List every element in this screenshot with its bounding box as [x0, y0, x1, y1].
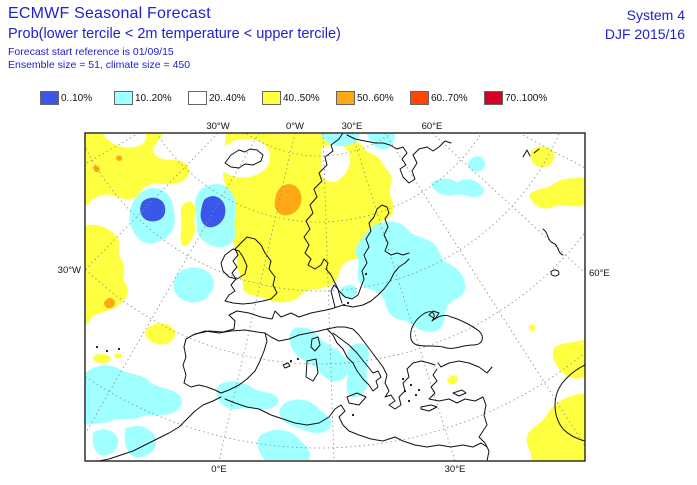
map-border: [84, 132, 586, 462]
legend-label: 70..100%: [505, 92, 548, 104]
coastlines: [98, 133, 585, 461]
legend-swatch: [40, 91, 59, 105]
prob-patch-w: [320, 144, 351, 183]
grid-label: 30°W: [58, 265, 81, 276]
legend-label: 50..60%: [357, 92, 394, 104]
grid-label: 30°E: [342, 121, 363, 132]
island-dot: [414, 393, 418, 397]
page-title: ECMWF Seasonal Forecast: [8, 5, 211, 22]
island-dot: [407, 399, 411, 403]
prob-patch-o: [274, 184, 302, 216]
legend-swatch: [410, 91, 429, 105]
island-dot: [401, 377, 405, 381]
island-dot: [409, 383, 413, 387]
island-dot: [296, 357, 300, 361]
prob-patch-c: [355, 221, 466, 332]
prob-patch-c: [173, 267, 214, 303]
prob-patch-b: [140, 197, 166, 222]
prob-patch-c: [346, 343, 369, 398]
island-dot: [403, 389, 407, 393]
prob-patch-y: [180, 201, 196, 246]
island-dot: [364, 272, 368, 276]
prob-patch-c: [289, 327, 349, 382]
prob-patch-c: [279, 399, 332, 433]
ensemble-size-line: Ensemble size = 51, climate size = 450: [8, 59, 191, 71]
legend-swatch: [336, 91, 355, 105]
legend-item: 60..70%: [410, 91, 484, 105]
legend-swatch: [114, 91, 133, 105]
prob-patch-c: [431, 178, 484, 197]
island-dot: [105, 349, 109, 353]
prob-patch-w: [217, 138, 271, 178]
legend-item: 70..100%: [484, 91, 558, 105]
legend-item: 50..60%: [336, 91, 410, 105]
prob-patch-c: [468, 156, 485, 172]
prob-patch-y: [552, 339, 585, 379]
island-dot: [346, 301, 350, 305]
map-canvas: 30°W 0°W 30°E 60°E 0°E 30°E 30°W 60°E: [58, 121, 610, 475]
prob-patch-c: [340, 284, 357, 299]
legend-swatch: [484, 91, 503, 105]
legend-label: 0..10%: [61, 92, 93, 104]
prob-patch-y: [85, 224, 128, 325]
legend-item: 10..20%: [114, 91, 188, 105]
prob-patch-y: [85, 133, 190, 207]
prob-patch-y: [529, 324, 536, 332]
prob-patch-c: [85, 365, 182, 425]
prob-patch-o: [93, 155, 123, 173]
prob-patch-y: [223, 133, 394, 303]
prob-patch-b: [200, 196, 226, 228]
island-dot: [289, 359, 293, 363]
legend-label: 20..40%: [209, 92, 246, 104]
prob-patch-y: [530, 146, 555, 168]
grid-label: 0°W: [286, 121, 304, 132]
prob-patch-c: [367, 133, 395, 150]
prob-patch-y: [447, 375, 458, 385]
header-block: ECMWF Seasonal Forecast Prob(lower terci…: [8, 5, 341, 71]
header-right-block: System 4 DJF 2015/16: [605, 7, 685, 42]
grid-label: 60°E: [422, 121, 443, 132]
page-subtitle: Prob(lower tercile < 2m temperature < up…: [8, 26, 341, 42]
prob-patch-c: [257, 429, 311, 460]
prob-patch-w: [103, 133, 147, 148]
legend-label: 40..50%: [283, 92, 320, 104]
prob-patch-o: [104, 297, 115, 309]
probability-legend: 0..10% 10..20% 20..40% 40..50% 50..60% 60..70…: [40, 91, 558, 105]
prob-patch-y: [92, 353, 122, 364]
graticule: [85, 133, 585, 461]
prob-patch-y: [145, 323, 175, 345]
legend-label: 60..70%: [431, 92, 468, 104]
grid-label: 60°E: [589, 268, 610, 279]
island-dot: [95, 345, 99, 349]
island-dot: [351, 413, 355, 417]
legend-swatch: [262, 91, 281, 105]
forecast-map: 30°W 0°W 30°E 60°E 0°E 30°E 30°W 60°E: [55, 118, 655, 480]
legend-swatch: [188, 91, 207, 105]
legend-label: 10..20%: [135, 92, 172, 104]
legend-item: 20..40%: [188, 91, 262, 105]
forecast-reference-line: Forecast start reference is 01/09/15: [8, 46, 174, 58]
system-label: System 4: [626, 7, 685, 23]
island-dot: [117, 347, 121, 351]
grid-label: 30°E: [445, 464, 466, 475]
legend-item: 40..50%: [262, 91, 336, 105]
prob-patch-c: [92, 426, 157, 458]
island-dot: [417, 388, 421, 392]
island-dot: [342, 303, 346, 307]
season-label: DJF 2015/16: [604, 26, 685, 42]
prob-patch-y: [529, 177, 585, 209]
grid-label: 30°W: [206, 121, 229, 132]
grid-label: 0°E: [211, 464, 226, 475]
legend-item: 0..10%: [40, 91, 114, 105]
prob-patch-y: [526, 393, 585, 461]
prob-patch-c: [216, 381, 279, 410]
